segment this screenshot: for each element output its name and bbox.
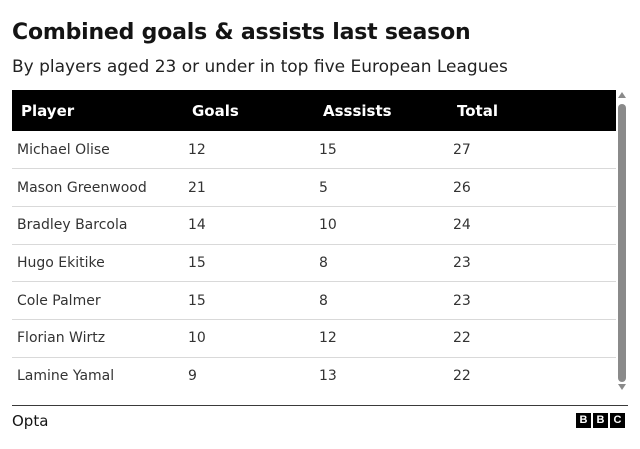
cell-goals: 14 [188,206,319,245]
scrollbar[interactable] [617,92,627,394]
cell-goals: 10 [188,319,319,358]
cell-goals: 9 [188,368,197,385]
cell-player: Mason Greenwood [12,168,188,207]
cell-total: 23 [453,281,616,320]
bbc-logo: B B C [576,413,625,428]
cell-player: Bradley Barcola [12,206,188,245]
table-row: Cole Palmer 15 8 23 [12,281,616,320]
cell-goals: 12 [188,131,319,170]
cell-player: Cole Palmer [12,281,188,320]
column-header-assists: Asssists [323,101,392,120]
cell-assists: 13 [319,368,337,385]
cell-assists: 15 [319,131,453,170]
column-header-total: Total [457,101,498,120]
table-header-row: Player Goals Asssists Total [12,90,616,131]
column-header-goals: Goals [192,101,239,120]
table-row: Bradley Barcola 14 10 24 [12,206,616,245]
cell-assists: 10 [319,206,453,245]
cell-total: 27 [453,131,616,170]
cell-total: 23 [453,244,616,283]
cell-total: 24 [453,206,616,245]
stats-table: Player Goals Asssists Total Michael Olis… [12,90,616,395]
cell-assists: 12 [319,319,453,358]
cell-goals: 15 [188,281,319,320]
cell-goals: 15 [188,244,319,283]
cell-total: 22 [453,368,471,385]
cell-total: 22 [453,319,616,358]
cell-player: Lamine Yamal [17,368,115,385]
source-label: Opta [12,412,49,430]
cell-player: Florian Wirtz [12,319,188,358]
bbc-logo-letter: B [576,413,591,428]
bbc-logo-letter: C [610,413,625,428]
table-row: Florian Wirtz 10 12 22 [12,319,616,358]
column-header-player: Player [21,101,75,120]
cell-player: Michael Olise [12,131,188,170]
table-row: Michael Olise 12 15 27 [12,131,616,170]
table-body: Michael Olise 12 15 27 Mason Greenwood 21 5 26 B… [12,131,616,395]
scrollbar-thumb[interactable] [618,104,626,382]
scroll-up-arrow-icon[interactable] [618,92,626,98]
footer-divider [12,405,628,406]
scroll-down-arrow-icon[interactable] [618,384,626,390]
cell-total: 26 [453,168,616,207]
stats-table-container[interactable]: Player Goals Asssists Total Michael Olis… [12,90,616,395]
cell-assists: 8 [319,281,453,320]
table-row: Hugo Ekitike 15 8 23 [12,244,616,283]
chart-subtitle: By players aged 23 or under in top five … [12,57,508,77]
chart-title: Combined goals & assists last season [12,20,471,45]
bbc-logo-letter: B [593,413,608,428]
cell-goals: 21 [188,168,319,207]
cell-assists: 5 [319,168,453,207]
cell-assists: 8 [319,244,453,283]
cell-player: Hugo Ekitike [12,244,188,283]
table-row: Mason Greenwood 21 5 26 [12,168,616,207]
table-row: Lamine Yamal 9 13 22 [12,357,616,395]
